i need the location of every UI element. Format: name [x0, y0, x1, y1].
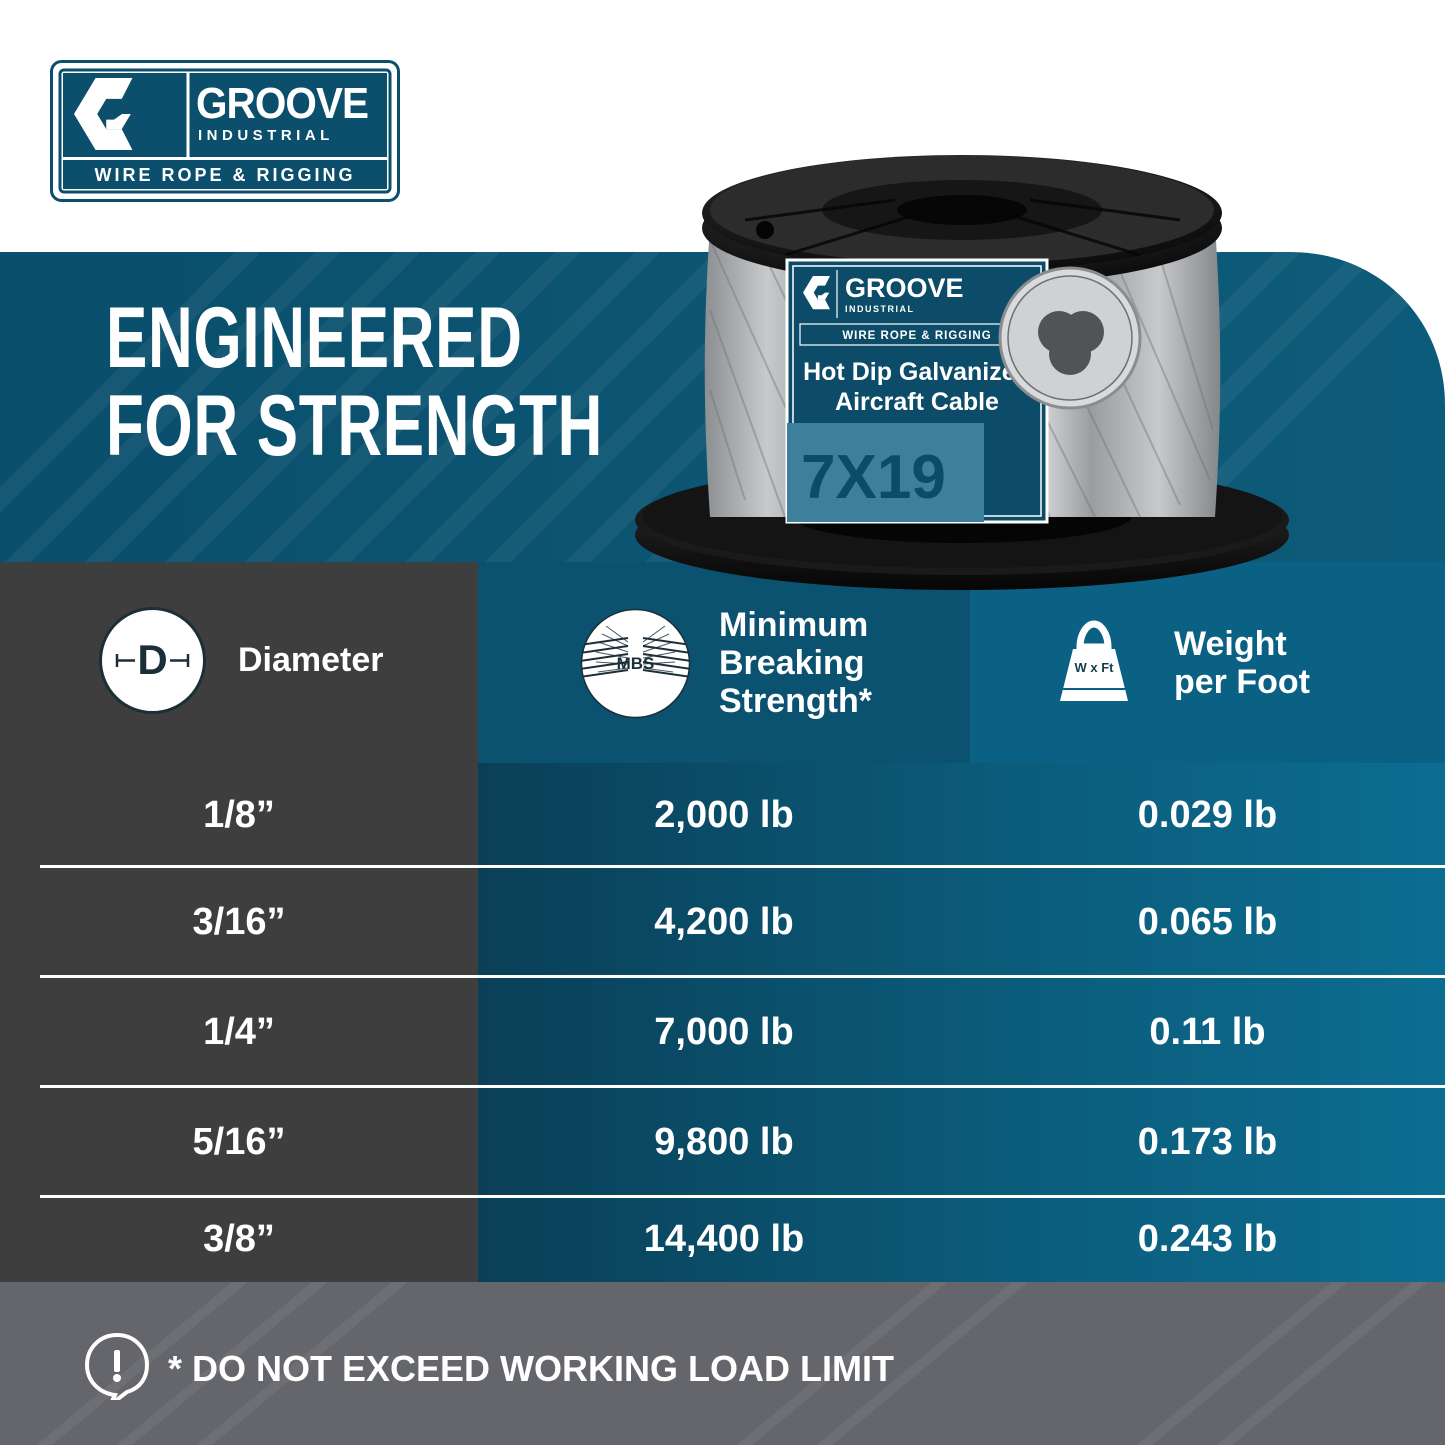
svg-text:D: D [137, 636, 167, 683]
svg-text:MBS: MBS [617, 654, 655, 673]
svg-text:WIRE ROPE & RIGGING: WIRE ROPE & RIGGING [842, 330, 991, 342]
svg-text:Aircraft Cable: Aircraft Cable [835, 388, 999, 416]
svg-text:GROOVE: GROOVE [196, 78, 368, 127]
svg-text:GROOVE: GROOVE [845, 273, 964, 303]
svg-text:W x Ft: W x Ft [1075, 660, 1115, 675]
svg-text:7X19: 7X19 [801, 443, 946, 512]
svg-text:Hot Dip Galvanized: Hot Dip Galvanized [803, 358, 1031, 386]
svg-text:INDUSTRIAL: INDUSTRIAL [198, 127, 334, 144]
svg-text:WIRE ROPE & RIGGING: WIRE ROPE & RIGGING [94, 165, 355, 185]
svg-text:INDUSTRIAL: INDUSTRIAL [845, 304, 915, 314]
